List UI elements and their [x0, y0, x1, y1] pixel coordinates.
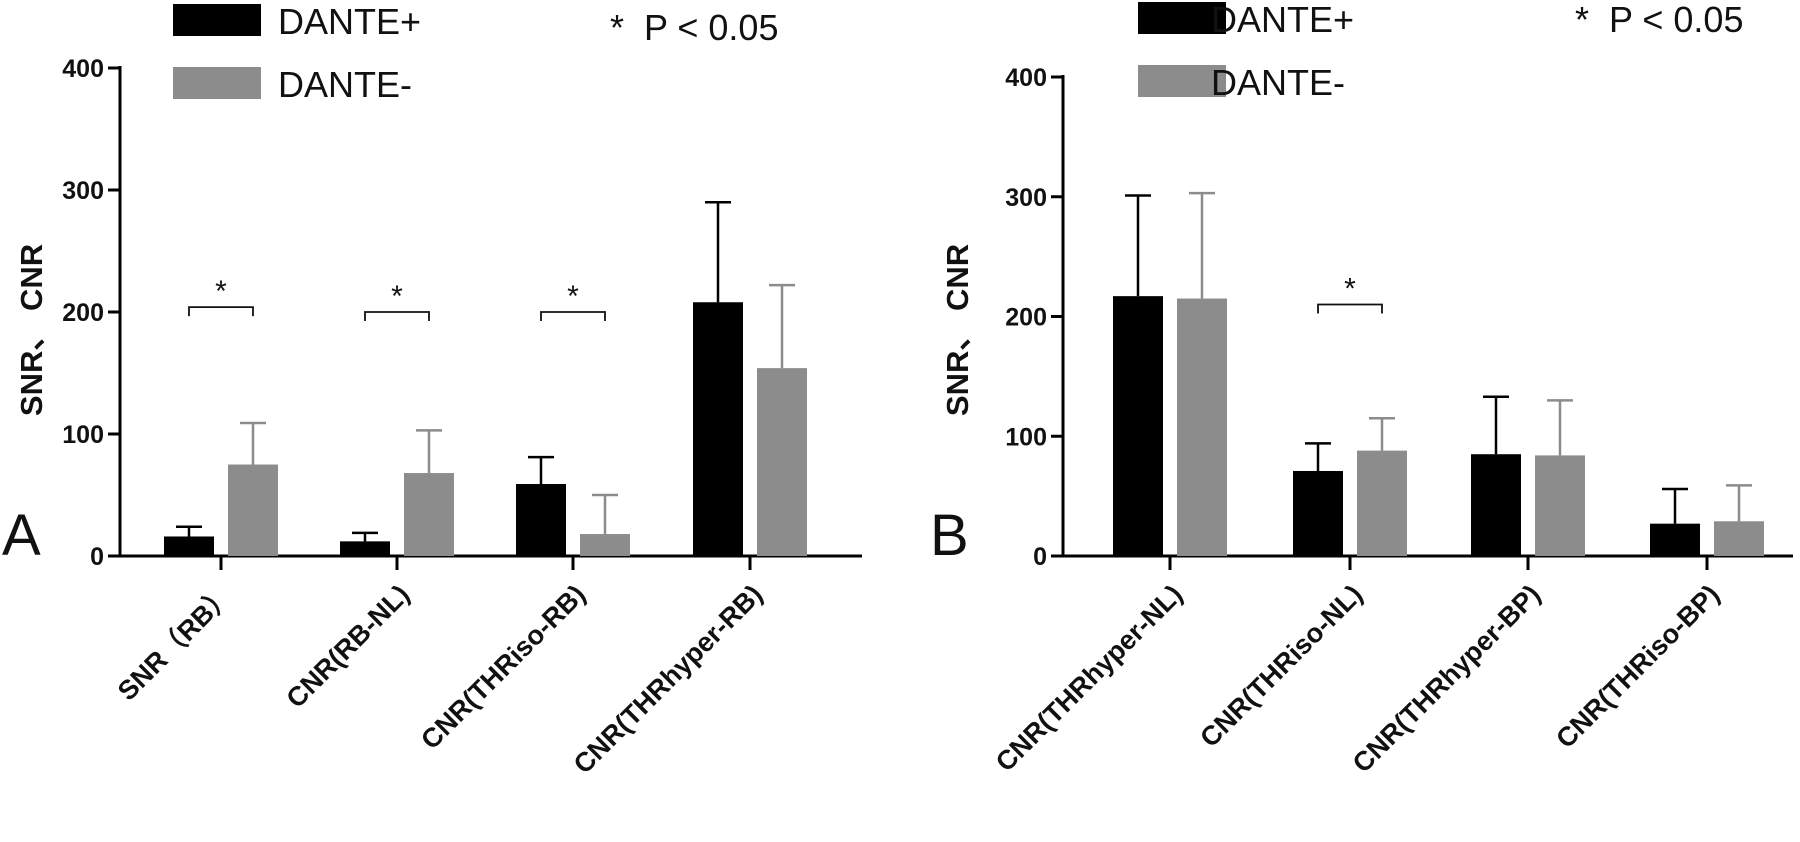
significance-note-a: * P < 0.05: [610, 7, 778, 48]
legend-swatch-dante-plus-a: [173, 4, 261, 36]
panel-b: SNR、 CNR B DANTE+ DANTE- * P < 0.05: [930, 0, 1743, 568]
category-label: CNR(THRiso-BP): [1550, 579, 1725, 754]
y-tick-label: 0: [1033, 543, 1047, 571]
panel-a: SNR、 CNR A DANTE+ DANTE- * P < 0.05: [2, 1, 778, 568]
significance-note-b: * P < 0.05: [1575, 0, 1743, 40]
bar-dante-minus: [404, 473, 454, 556]
category-label: CNR(THRhyper-NL): [990, 579, 1188, 777]
y-tick-label: 300: [62, 177, 104, 205]
y-tick-label: 300: [1005, 184, 1047, 212]
bar-dante-minus: [1535, 455, 1585, 556]
significance-bracket: [540, 311, 606, 321]
y-tick-label: 0: [90, 543, 104, 571]
legend-label-dante-plus-a: DANTE+: [278, 1, 421, 42]
category-label: CNR(THRiso-RB): [415, 579, 591, 755]
legend-label-dante-plus-b: DANTE+: [1211, 0, 1354, 40]
y-tick-label: 400: [62, 55, 104, 83]
category-label: SNR（RB）: [112, 579, 239, 706]
bar-dante-plus: [1293, 470, 1343, 556]
significance-star: *: [391, 280, 403, 313]
bar-dante-plus: [1113, 296, 1163, 556]
panel-label-a: A: [2, 503, 41, 568]
bar-dante-minus: [228, 464, 278, 556]
legend-swatch-dante-minus-b: [1138, 65, 1226, 97]
significance-bracket: [364, 311, 430, 321]
significance-star: *: [215, 275, 227, 308]
y-axis-label-a: SNR、 CNR: [14, 244, 49, 416]
y-axis-label-b: SNR、 CNR: [940, 244, 975, 416]
bar-dante-plus: [164, 536, 214, 556]
category-label: CNR(THRhyper-BP): [1347, 579, 1546, 778]
significance-bracket: [1317, 303, 1383, 314]
bar-dante-plus: [1471, 454, 1521, 556]
category-label: CNR(THRhyper-RB): [568, 579, 768, 779]
legend-label-dante-minus-b: DANTE-: [1211, 62, 1345, 103]
bar-dante-minus: [1714, 521, 1764, 556]
panel-label-b: B: [930, 503, 969, 568]
y-tick-label: 200: [1005, 304, 1047, 332]
y-tick-label: 100: [1005, 423, 1047, 451]
bar-dante-plus: [693, 302, 743, 556]
legend-swatch-dante-minus-a: [173, 67, 261, 99]
plot-area-b: 0 100 200 300 400 CNR(THRhyper-NL) * CNR(THRiso…: [990, 64, 1793, 778]
plot-area-a: 0 100 200 300 400 * SNR（RB） * CNR(RB-NL) * CNR(THR…: [62, 55, 862, 779]
y-tick-label: 100: [62, 421, 104, 449]
bar-dante-plus: [340, 541, 390, 556]
bar-dante-minus: [580, 534, 630, 556]
y-tick-label: 400: [1005, 64, 1047, 92]
bar-dante-plus: [516, 484, 566, 556]
category-label: CNR(THRiso-NL): [1194, 579, 1368, 753]
bar-dante-minus: [757, 368, 807, 556]
significance-bracket: [188, 306, 254, 317]
bar-dante-plus: [1650, 523, 1700, 556]
legend-label-dante-minus-a: DANTE-: [278, 64, 412, 105]
category-label: CNR(RB-NL): [281, 579, 416, 714]
bar-dante-minus: [1177, 298, 1227, 556]
significance-star: *: [567, 280, 579, 313]
y-tick-label: 200: [62, 299, 104, 327]
significance-star: *: [1344, 273, 1356, 306]
bar-dante-minus: [1357, 450, 1407, 556]
legend-swatch-dante-plus-b: [1138, 2, 1226, 34]
